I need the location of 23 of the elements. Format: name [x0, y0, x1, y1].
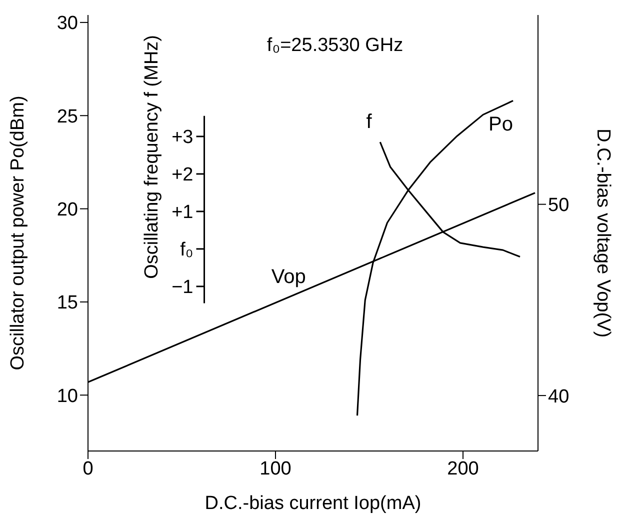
- y-tick-label: 10: [56, 386, 78, 407]
- y-axis-title: Oscillator output power Po(dBm): [8, 96, 29, 370]
- x-axis-title: D.C.-bias current Iop(mA): [204, 493, 422, 514]
- y2-tick-label: 40: [548, 386, 570, 408]
- y-tick-label: 25: [56, 106, 78, 128]
- x-tick-label: 200: [447, 458, 479, 480]
- x-tick-label: 100: [260, 458, 292, 480]
- series-label: Po: [488, 114, 514, 136]
- x-tick-label: 0: [82, 458, 94, 480]
- y3-tick-label: +2: [172, 164, 194, 186]
- series-label: Vop: [271, 266, 306, 288]
- y2-tick-label: 50: [548, 195, 570, 216]
- y-tick-label: 30: [56, 13, 78, 34]
- y3-tick-label: +3: [172, 127, 194, 148]
- y2-axis-title: D.C.-bias voltage Vop(V): [592, 128, 614, 338]
- y-tick-label: 20: [56, 200, 78, 221]
- annotation: f₀=25.3530 GHz: [266, 35, 404, 56]
- y3-axis-title: Oscillating frequency f (MHz): [141, 35, 162, 279]
- y3-tick-label: f₀: [180, 240, 194, 261]
- series-label: f: [366, 111, 372, 134]
- y3-tick-label: +1: [172, 202, 194, 224]
- y-tick-label: 15: [56, 292, 78, 314]
- y3-tick-label: −1: [172, 277, 194, 298]
